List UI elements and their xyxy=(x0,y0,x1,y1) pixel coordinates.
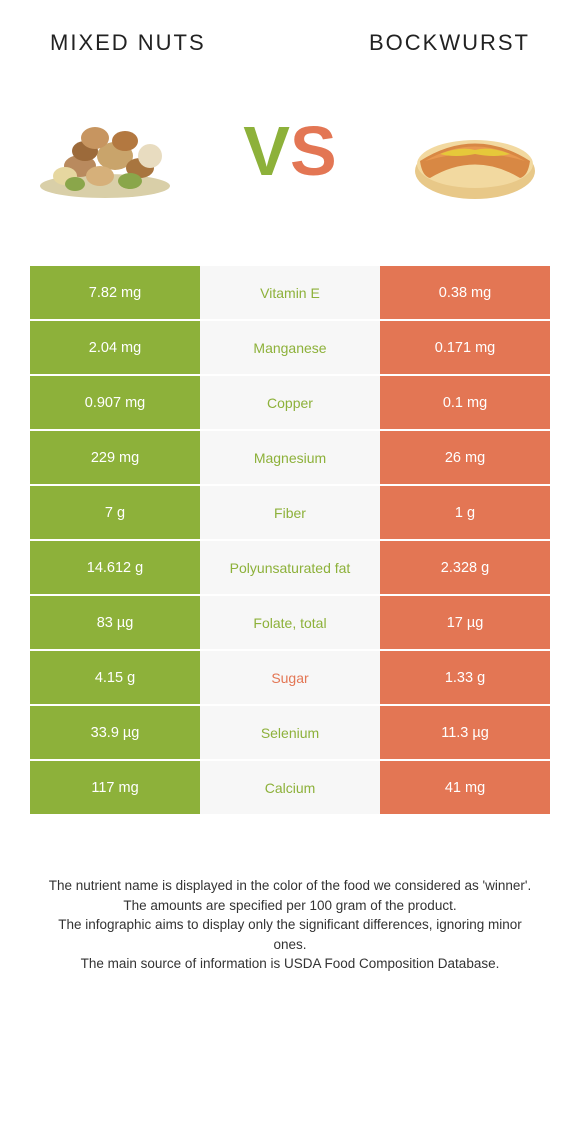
cell-right-value: 11.3 µg xyxy=(380,706,550,759)
vs-label: VS xyxy=(243,111,336,191)
vs-row: VS xyxy=(0,76,580,266)
footer-line: The infographic aims to display only the… xyxy=(40,915,540,954)
cell-nutrient-label: Calcium xyxy=(200,761,380,814)
cell-nutrient-label: Magnesium xyxy=(200,431,380,484)
cell-left-value: 33.9 µg xyxy=(30,706,200,759)
cell-right-value: 0.171 mg xyxy=(380,321,550,374)
cell-left-value: 0.907 mg xyxy=(30,376,200,429)
cell-left-value: 7.82 mg xyxy=(30,266,200,319)
cell-right-value: 1 g xyxy=(380,486,550,539)
cell-right-value: 41 mg xyxy=(380,761,550,814)
cell-left-value: 117 mg xyxy=(30,761,200,814)
cell-nutrient-label: Sugar xyxy=(200,651,380,704)
cell-left-value: 229 mg xyxy=(30,431,200,484)
cell-right-value: 0.38 mg xyxy=(380,266,550,319)
table-row: 0.907 mgCopper0.1 mg xyxy=(30,376,550,429)
table-row: 7.82 mgVitamin E0.38 mg xyxy=(30,266,550,319)
cell-right-value: 1.33 g xyxy=(380,651,550,704)
food-title-right: BOCKWURST xyxy=(369,30,530,56)
table-row: 117 mgCalcium41 mg xyxy=(30,761,550,814)
table-row: 229 mgMagnesium26 mg xyxy=(30,431,550,484)
cell-left-value: 14.612 g xyxy=(30,541,200,594)
cell-nutrient-label: Manganese xyxy=(200,321,380,374)
footer-line: The main source of information is USDA F… xyxy=(40,954,540,974)
nutrient-table: 7.82 mgVitamin E0.38 mg2.04 mgManganese0… xyxy=(30,266,550,814)
table-row: 83 µgFolate, total17 µg xyxy=(30,596,550,649)
table-row: 4.15 gSugar1.33 g xyxy=(30,651,550,704)
cell-nutrient-label: Folate, total xyxy=(200,596,380,649)
vs-s: S xyxy=(290,112,337,190)
footer-line: The amounts are specified per 100 gram o… xyxy=(40,896,540,916)
cell-right-value: 17 µg xyxy=(380,596,550,649)
cell-right-value: 2.328 g xyxy=(380,541,550,594)
cell-nutrient-label: Copper xyxy=(200,376,380,429)
vs-v: V xyxy=(243,112,290,190)
cell-right-value: 0.1 mg xyxy=(380,376,550,429)
footer-text: The nutrient name is displayed in the co… xyxy=(0,816,580,974)
food-image-right xyxy=(400,96,550,206)
cell-right-value: 26 mg xyxy=(380,431,550,484)
cell-nutrient-label: Fiber xyxy=(200,486,380,539)
table-row: 33.9 µgSelenium11.3 µg xyxy=(30,706,550,759)
footer-line: The nutrient name is displayed in the co… xyxy=(40,876,540,896)
cell-left-value: 7 g xyxy=(30,486,200,539)
cell-left-value: 2.04 mg xyxy=(30,321,200,374)
cell-nutrient-label: Selenium xyxy=(200,706,380,759)
table-row: 2.04 mgManganese0.171 mg xyxy=(30,321,550,374)
cell-nutrient-label: Vitamin E xyxy=(200,266,380,319)
table-row: 14.612 gPolyunsaturated fat2.328 g xyxy=(30,541,550,594)
cell-left-value: 83 µg xyxy=(30,596,200,649)
header: MIXED NUTS BOCKWURST xyxy=(0,0,580,76)
food-image-left xyxy=(30,96,180,206)
food-title-left: MIXED NUTS xyxy=(50,30,206,56)
cell-nutrient-label: Polyunsaturated fat xyxy=(200,541,380,594)
table-row: 7 gFiber1 g xyxy=(30,486,550,539)
cell-left-value: 4.15 g xyxy=(30,651,200,704)
